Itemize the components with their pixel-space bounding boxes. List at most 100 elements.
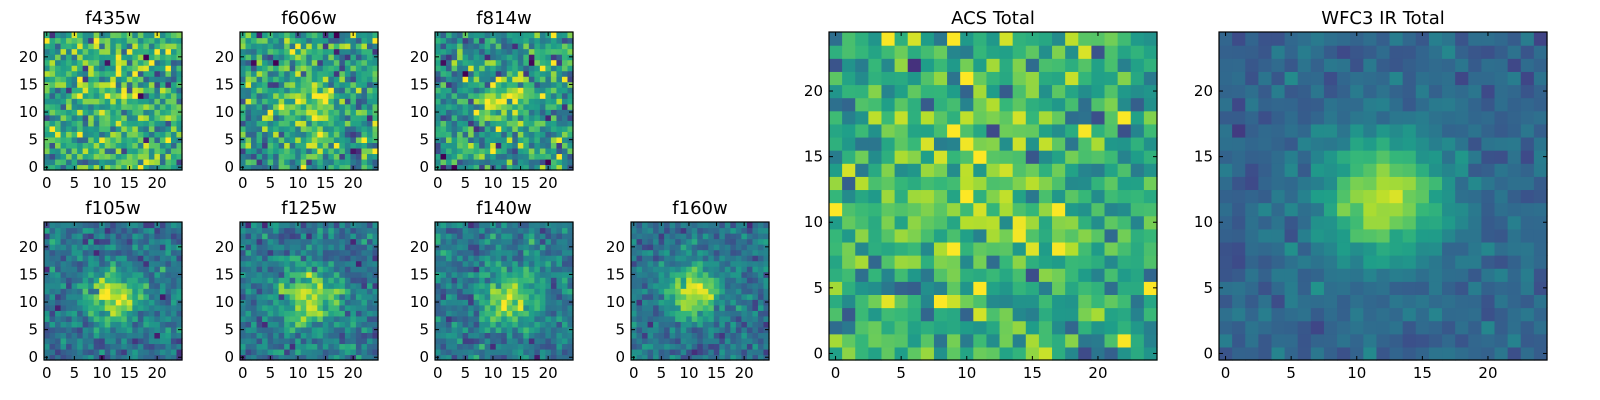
- heatmap-cell: [256, 125, 263, 132]
- heatmap-cell: [328, 249, 335, 256]
- heatmap-cell: [730, 315, 737, 322]
- heatmap-cell: [746, 238, 754, 245]
- heatmap-cell: [697, 238, 704, 245]
- heatmap-cell: [55, 136, 62, 143]
- heatmap-cell: [77, 348, 84, 356]
- heatmap-cell: [506, 266, 513, 273]
- heatmap-cell: [986, 202, 1001, 217]
- heatmap-cell: [251, 288, 258, 295]
- heatmap-cell: [642, 354, 649, 361]
- axes-frame-f606w: [239, 31, 379, 171]
- heatmap-cell: [664, 304, 671, 311]
- heatmap-cell: [446, 120, 453, 127]
- heatmap-cell: [473, 92, 480, 99]
- heatmap-cell: [719, 277, 726, 284]
- heatmap-cell: [1143, 215, 1158, 230]
- heatmap-cell: [99, 282, 106, 289]
- heatmap-cell: [539, 125, 546, 132]
- heatmap-cell: [99, 343, 106, 350]
- heatmap-cell: [855, 228, 869, 243]
- heatmap-cell: [517, 321, 524, 328]
- heatmap-cell: [93, 227, 100, 234]
- heatmap-cell: [132, 153, 139, 160]
- heatmap-cell: [947, 346, 961, 361]
- heatmap-cell: [372, 98, 379, 105]
- heatmap-cell: [501, 315, 508, 322]
- heatmap-cell: [154, 147, 161, 155]
- heatmap-cell: [724, 266, 731, 273]
- heatmap-cell: [545, 37, 552, 44]
- heatmap-cell: [556, 54, 563, 61]
- heatmap-cell: [719, 227, 726, 234]
- heatmap-cell: [306, 92, 313, 99]
- heatmap-cell: [289, 277, 296, 284]
- heatmap-cell: [240, 304, 247, 311]
- heatmap-cell: [240, 233, 247, 240]
- heatmap-cell: [920, 176, 935, 191]
- heatmap-cell: [664, 282, 671, 289]
- heatmap-cell: [132, 304, 139, 311]
- heatmap-cell: [763, 315, 770, 322]
- heatmap-cell: [446, 65, 453, 72]
- heatmap-cell: [49, 125, 56, 132]
- heatmap-cell: [49, 48, 56, 55]
- heatmap-cell: [561, 164, 569, 171]
- heatmap-cell: [523, 310, 530, 317]
- heatmap-cell: [165, 304, 172, 311]
- heatmap-cell: [495, 98, 502, 105]
- heatmap-cell: [451, 48, 458, 55]
- heatmap-cell: [631, 315, 638, 322]
- heatmap-cell: [550, 37, 558, 44]
- heatmap-cell: [49, 315, 56, 322]
- heatmap-cell: [999, 281, 1014, 295]
- heatmap-cell: [121, 103, 128, 110]
- heatmap-cell: [295, 131, 302, 138]
- heatmap-cell: [99, 76, 106, 83]
- heatmap-cell: [506, 348, 513, 356]
- heatmap-cell: [262, 109, 269, 116]
- heatmap-cell: [1104, 228, 1119, 243]
- heatmap-cell: [462, 249, 469, 256]
- heatmap-cell: [115, 131, 122, 138]
- heatmap-cell: [110, 109, 117, 116]
- heatmap-cell: [93, 37, 100, 44]
- heatmap-cell: [284, 332, 291, 339]
- heatmap-cell: [506, 158, 513, 166]
- heatmap-cell: [501, 337, 508, 345]
- heatmap-cell: [361, 326, 368, 333]
- heatmap-cell: [55, 43, 62, 50]
- heatmap-cell: [317, 337, 324, 345]
- heatmap-cell: [284, 81, 291, 88]
- heatmap-cell: [49, 54, 56, 61]
- heatmap-cell: [66, 48, 73, 55]
- heatmap-cell: [295, 153, 302, 160]
- heatmap-cell: [457, 271, 464, 278]
- heatmap-cell: [528, 326, 535, 333]
- heatmap-cell: [691, 326, 698, 333]
- heatmap-cell: [165, 59, 172, 66]
- heatmap-cell: [132, 222, 139, 229]
- y-tick-label: 15: [215, 265, 234, 283]
- heatmap-cell: [686, 266, 693, 273]
- heatmap-cell: [165, 332, 172, 339]
- heatmap-cell: [457, 158, 464, 166]
- heatmap-cell: [446, 227, 453, 234]
- heatmap-cell: [93, 136, 100, 143]
- heatmap-cell: [93, 299, 100, 306]
- heatmap-cell: [104, 326, 111, 333]
- heatmap-cell: [311, 76, 318, 83]
- heatmap-cell: [240, 125, 247, 132]
- heatmap-cell: [567, 147, 574, 155]
- heatmap-cell: [730, 332, 737, 339]
- heatmap-cell: [484, 255, 491, 262]
- heatmap-cell: [165, 48, 172, 55]
- heatmap-cell: [49, 299, 56, 306]
- heatmap-cell: [256, 158, 263, 166]
- heatmap-cell: [82, 131, 89, 138]
- heatmap-cell: [165, 354, 172, 361]
- heatmap-cell: [829, 307, 843, 322]
- heatmap-cell: [372, 142, 379, 149]
- heatmap-cell: [468, 299, 475, 306]
- heatmap-cell: [110, 76, 117, 83]
- y-tick-label: 5: [224, 321, 234, 339]
